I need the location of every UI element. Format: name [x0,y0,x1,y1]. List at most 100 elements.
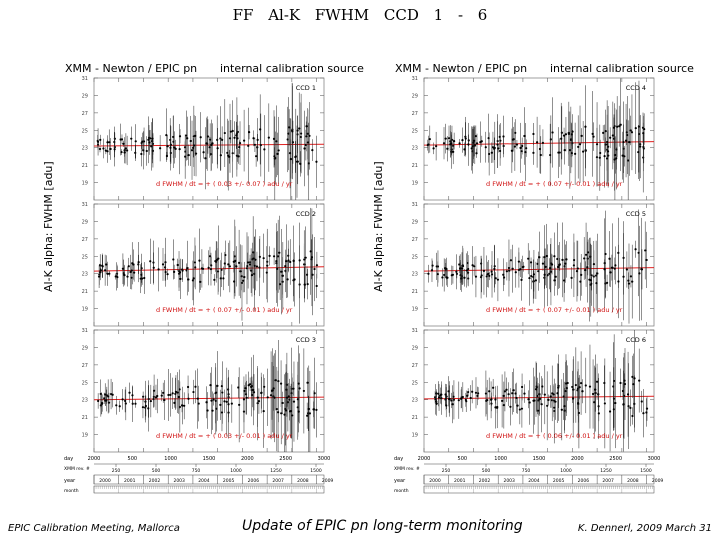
data-point [638,272,641,275]
data-point [303,283,306,286]
data-point [306,414,309,417]
year-axis-label: year [64,478,76,484]
data-point [248,383,252,386]
data-point [640,268,644,271]
data-point [287,395,290,398]
data-point [217,257,220,260]
data-point [533,399,536,402]
data-point [238,142,242,145]
day-tick-label: 1500 [533,456,546,462]
data-point [563,149,566,152]
ccd-label: CCD 4 [626,84,646,92]
data-point [149,137,152,140]
data-point [120,150,123,154]
data-point [617,280,620,283]
data-point [223,131,226,135]
data-point [227,403,230,406]
data-point [518,408,521,411]
data-point [245,267,249,270]
y-tick-label: 25 [82,254,88,260]
data-point [474,135,477,138]
data-point [502,394,505,397]
y-tick-label: 19 [82,307,88,313]
data-point [473,265,476,268]
data-point [560,137,563,140]
data-point [121,398,124,401]
data-point [615,148,618,151]
data-point [176,263,179,267]
data-point [263,385,266,388]
data-point [608,410,612,413]
data-point [494,398,497,401]
data-point [231,129,234,133]
day-axis-label: day [394,456,403,462]
data-point [503,390,507,393]
data-point [113,148,116,151]
data-point [123,151,126,154]
data-point [550,399,553,402]
data-point [465,269,468,272]
y-tick-label: 31 [82,202,88,208]
data-point [303,147,306,150]
data-point [516,404,519,407]
year-tick-label: 2006 [248,478,260,484]
data-point [281,401,284,405]
data-point [482,269,486,272]
data-point [147,397,150,401]
data-point [281,274,284,277]
data-point [126,275,129,278]
data-point [577,401,580,405]
data-point [572,397,575,400]
data-point [255,265,259,268]
data-point [642,412,645,415]
data-point [548,272,551,275]
y-tick-label: 31 [82,328,88,334]
data-point [219,403,222,407]
data-point [107,395,110,398]
data-point [193,144,196,147]
data-point [507,393,510,396]
data-point [553,279,556,282]
data-point [192,390,195,394]
data-point [227,388,230,391]
data-point [221,138,224,141]
day-tick-label: 1500 [203,456,216,462]
data-point [130,276,133,279]
data-point [521,265,524,269]
data-point [507,266,511,270]
data-point [476,394,479,397]
data-point [242,398,246,401]
data-point [202,151,205,154]
month-axis-box [93,485,325,494]
data-point [96,140,100,143]
data-point [450,274,453,277]
data-point [239,270,242,273]
data-point [121,267,125,270]
data-point [598,156,601,159]
data-point [129,270,132,274]
data-point [492,386,495,389]
fit-line [423,395,655,400]
data-point [167,393,170,397]
data-point [298,127,301,130]
data-point [489,398,493,401]
year-tick-label: 2009 [322,478,334,484]
data-point [276,267,279,270]
data-point [435,392,438,395]
data-point [130,269,133,272]
data-point [553,255,556,258]
data-point [284,264,287,268]
data-point [458,263,461,266]
data-point [178,271,182,274]
data-point [539,153,542,157]
data-point [541,141,545,144]
data-point [618,125,621,128]
data-point [160,394,163,397]
month-axis-box [423,485,655,494]
data-point [98,147,102,151]
data-point [564,133,568,136]
rev-tick-label: 1250 [270,468,282,474]
data-point [184,155,187,158]
data-point [111,393,114,396]
data-point [597,412,600,415]
